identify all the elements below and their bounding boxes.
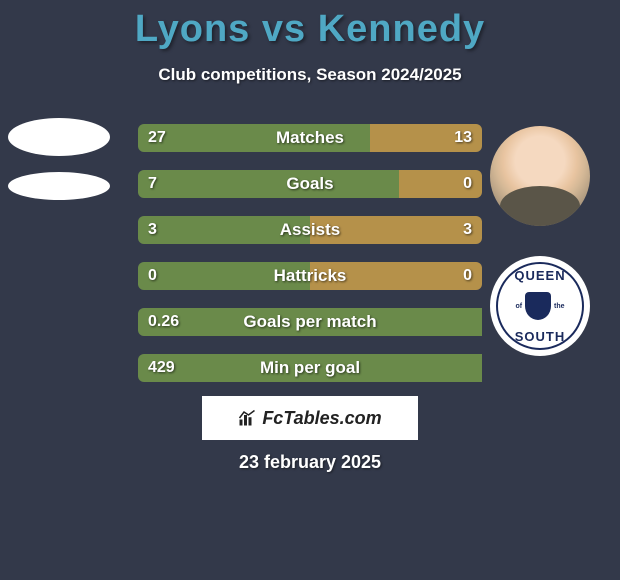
stat-label: Goals [138,174,482,194]
stat-value-right: 0 [463,175,472,193]
stat-label: Assists [138,220,482,240]
stat-value-right: 13 [454,129,472,147]
stat-row: 3Assists3 [138,216,482,244]
stat-row: 7Goals0 [138,170,482,198]
stat-label: Goals per match [138,312,482,332]
stat-value-right: 3 [463,221,472,239]
footer-brand-text: FcTables.com [262,408,381,429]
badge-text-bottom: SOUTH [515,329,566,344]
stat-row: 27Matches13 [138,124,482,152]
stat-row: 0Hattricks0 [138,262,482,290]
club-badge: QUEEN of the SOUTH [490,256,590,356]
right-player-column: QUEEN of the SOUTH [488,126,592,356]
stat-value-right: 0 [463,267,472,285]
page-title: Lyons vs Kennedy [0,0,620,51]
left-player-placeholder-2 [8,172,110,200]
stat-row: 429Min per goal [138,354,482,382]
stat-label: Matches [138,128,482,148]
right-player-photo [490,126,590,226]
stat-row: 0.26Goals per match [138,308,482,336]
left-player-placeholder-1 [8,118,110,156]
footer-brand: FcTables.com [202,396,418,440]
left-player-column [8,118,112,200]
badge-text-top: QUEEN [514,268,565,283]
stat-label: Min per goal [138,358,482,378]
chart-icon [238,409,256,427]
page-subtitle: Club competitions, Season 2024/2025 [0,65,620,85]
stat-label: Hattricks [138,266,482,286]
date-label: 23 february 2025 [0,452,620,473]
stats-container: 27Matches137Goals03Assists30Hattricks00.… [138,124,482,400]
